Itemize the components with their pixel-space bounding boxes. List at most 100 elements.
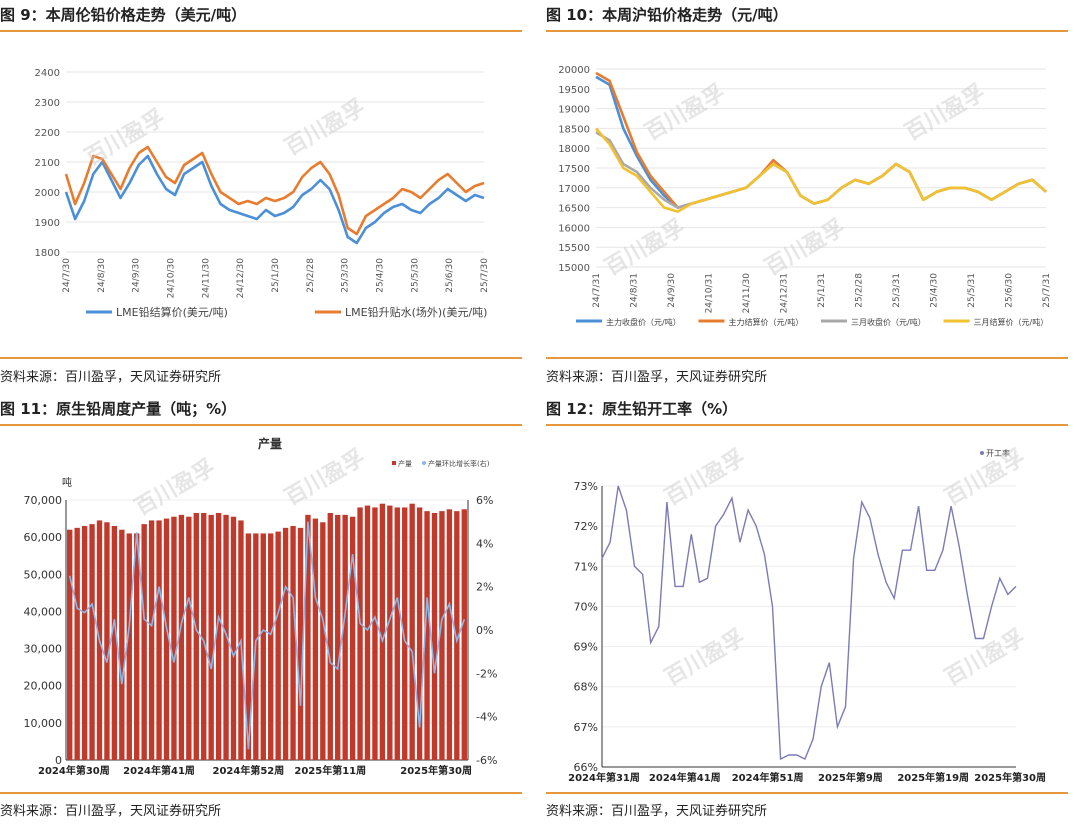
source-divider	[546, 792, 1068, 794]
y-tick-label: 17500	[558, 164, 590, 175]
legend-swatch	[422, 461, 426, 465]
x-tick-label: 24/10/31	[705, 273, 715, 313]
growth-line	[68, 521, 466, 750]
x-tick-label: 2024年第52周	[213, 764, 285, 777]
y-tick-label: 1800	[35, 248, 60, 259]
y-tick-label: 70,000	[24, 494, 63, 507]
y-tick-label: 40,000	[24, 605, 63, 618]
x-tick-label: 25/1/31	[817, 273, 827, 308]
series-line-0	[64, 154, 485, 245]
y-tick-label: 19000	[558, 105, 590, 116]
bar	[327, 513, 333, 760]
y-tick-label: 69%	[574, 641, 598, 654]
bar	[268, 533, 274, 760]
bar	[260, 533, 266, 760]
bar	[208, 514, 214, 760]
x-tick-label: 25/5/31	[967, 273, 977, 308]
bar	[81, 526, 88, 760]
bar	[186, 516, 192, 760]
bar	[357, 507, 363, 760]
y2-tick-label: -2%	[476, 667, 497, 680]
panel-shfe-lead: 图 10：本周沪铅价格走势（元/吨） 15000 15500 16000 16500 1…	[546, 0, 1068, 400]
bar	[171, 516, 177, 760]
legend-label: LME铅升贴水(场外)(美元/吨)	[345, 305, 487, 319]
x-tick-label: 24/11/30	[742, 273, 752, 314]
y-tick-label: 10,000	[24, 717, 63, 730]
x-tick-label: 25/2/28	[855, 273, 865, 308]
panel-title: 图 11：原生铅周度产量（吨；%）	[0, 394, 522, 426]
bar	[230, 516, 237, 760]
bar	[342, 514, 348, 760]
y2-tick-label: 4%	[476, 537, 493, 550]
legend-label: 主力收盘价（元/吨）	[606, 317, 681, 327]
y-tick-label: 20,000	[24, 680, 63, 693]
panel-lme-lead: 图 9：本周伦铅价格走势（美元/吨） 1800 1900 2000 2100 2200 2…	[0, 0, 522, 400]
source-note: 资料来源：百川盈孚，天风证券研究所	[0, 370, 222, 385]
y-tick-label: 70%	[574, 600, 598, 613]
legend-label: 主力结算价（元/吨）	[729, 317, 804, 327]
x-tick-label: 25/5/30	[410, 258, 420, 293]
bar	[148, 520, 155, 760]
x-tick-label: 2024年第31周	[568, 771, 640, 784]
y-tick-label: 68%	[574, 681, 598, 694]
x-tick-label: 2025年第9周	[818, 771, 883, 784]
legend-label: 产量环比增长率(右)	[428, 459, 490, 468]
x-tick-label: 25/3/30	[341, 258, 351, 293]
x-tick-label: 24/8/31	[630, 273, 640, 308]
bar	[126, 533, 132, 760]
y-tick-label: 60,000	[24, 531, 63, 544]
bar	[141, 524, 147, 760]
y-tick-label: 73%	[574, 480, 598, 493]
x-tick-label: 24/9/30	[132, 258, 142, 293]
y-tick-label: 16000	[558, 223, 590, 234]
y-tick-label: 66%	[574, 761, 598, 774]
x-tick-label: 25/6/30	[445, 258, 455, 293]
y-tick-label: 18500	[558, 124, 590, 135]
source-divider	[0, 357, 522, 359]
bar	[201, 513, 207, 760]
bar	[104, 522, 110, 760]
y-tick-label: 30,000	[24, 643, 63, 656]
bar	[312, 518, 319, 760]
bar	[379, 503, 386, 760]
bar	[282, 527, 289, 760]
bar	[215, 513, 222, 760]
chart-shfe-lead-price: 15000 15500 16000 16500 17000 17500 18000 18500…	[558, 65, 1052, 327]
x-tick-label: 2025年第11周	[294, 764, 366, 777]
x-tick-label: 25/4/30	[930, 273, 940, 308]
bar	[111, 526, 118, 760]
bar	[394, 507, 400, 760]
y-tick-label: 15000	[558, 263, 590, 274]
bar	[372, 507, 378, 760]
bar	[349, 516, 356, 760]
legend-label: 开工率	[986, 448, 1010, 458]
chart-lme-lead-price: 1800 1900 2000 2100 2200 2300 2400 24/7/30 24/8/…	[35, 68, 490, 319]
x-tick-label: 24/12/31	[780, 273, 790, 313]
source-note: 资料来源：百川盈孚，天风证券研究所	[546, 370, 768, 385]
y-tick-label: 1900	[35, 218, 60, 229]
x-tick-label: 2024年第51周	[732, 771, 804, 784]
y-tick-label: 15500	[558, 243, 590, 254]
panel-title: 图 10：本周沪铅价格走势（元/吨）	[546, 0, 1068, 32]
y-tick-label: 2100	[35, 158, 60, 169]
bar	[275, 531, 281, 760]
y-axis-label: 吨	[62, 476, 72, 489]
x-tick-label: 25/2/28	[306, 258, 316, 293]
y2-tick-label: 0%	[476, 624, 493, 637]
bar	[156, 520, 162, 760]
bar	[320, 522, 326, 760]
source-note: 资料来源：百川盈孚，天风证券研究所	[546, 804, 768, 819]
y-tick-label: 71%	[574, 560, 598, 573]
y2-tick-label: -6%	[476, 754, 497, 767]
panel-primary-lead-utilization: 图 12：原生铅开工率（%） 66% 67% 68% 69% 70% 71% 72% 73% 2…	[546, 394, 1068, 827]
y-tick-label: 50,000	[24, 568, 63, 581]
x-tick-label: 24/7/30	[62, 258, 72, 293]
y-tick-label: 2400	[35, 68, 60, 79]
y-tick-label: 0	[55, 754, 62, 767]
x-tick-label: 2025年第19周	[897, 771, 969, 784]
bar	[387, 505, 393, 760]
chart-title: 产量	[258, 436, 282, 451]
legend-label: LME铅结算价(美元/吨)	[116, 305, 228, 319]
bar	[461, 509, 467, 760]
bar	[163, 518, 170, 760]
